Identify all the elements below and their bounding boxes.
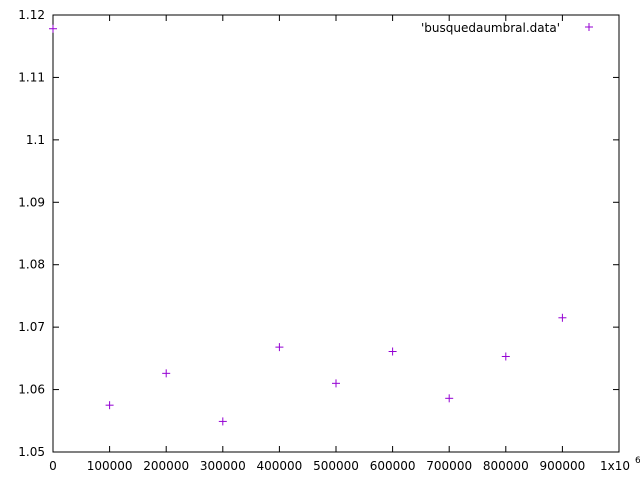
data-point <box>558 313 567 322</box>
y-tick-label: 1.07 <box>18 320 45 334</box>
x-tick-label: 1x10 <box>600 459 630 473</box>
data-point <box>275 343 284 352</box>
x-tick-label: 200000 <box>143 459 189 473</box>
data-point <box>388 347 397 356</box>
x-tick-label-exponent: 6 <box>635 456 640 466</box>
x-tick-label: 400000 <box>256 459 302 473</box>
legend-marker-symbol <box>585 23 593 31</box>
data-point <box>218 417 227 426</box>
data-point <box>105 401 114 410</box>
y-tick-label: 1.11 <box>18 70 45 84</box>
legend-marker <box>585 23 593 31</box>
x-tick-label: 600000 <box>370 459 416 473</box>
legend: 'busquedaumbral.data' <box>421 21 593 35</box>
x-tick-label: 800000 <box>483 459 529 473</box>
x-tick-label: 0 <box>49 459 57 473</box>
y-tick-label: 1.08 <box>18 258 45 272</box>
x-tick-label: 900000 <box>539 459 585 473</box>
x-tick-label: 100000 <box>87 459 133 473</box>
x-tick-label: 700000 <box>426 459 472 473</box>
data-point <box>332 379 340 388</box>
y-tick-label: 1.05 <box>18 445 45 459</box>
y-tick-label: 1.1 <box>26 133 45 147</box>
y-tick-label: 1.12 <box>18 8 45 22</box>
data-point <box>162 369 171 378</box>
x-tick-label: 500000 <box>313 459 359 473</box>
y-tick-label: 1.09 <box>18 195 45 209</box>
legend-label: 'busquedaumbral.data' <box>421 21 560 35</box>
y-tick-label: 1.06 <box>18 383 45 397</box>
plot-frame <box>52 14 620 453</box>
ticks-layer: 1.05 1.06 1.07 1.08 1.09 1.1 1.11 1.12 0 100000 20… <box>18 8 640 473</box>
points-layer <box>49 24 567 426</box>
data-point <box>501 352 510 361</box>
data-point <box>49 24 57 33</box>
x-tick-label: 300000 <box>200 459 246 473</box>
data-point <box>445 394 454 403</box>
